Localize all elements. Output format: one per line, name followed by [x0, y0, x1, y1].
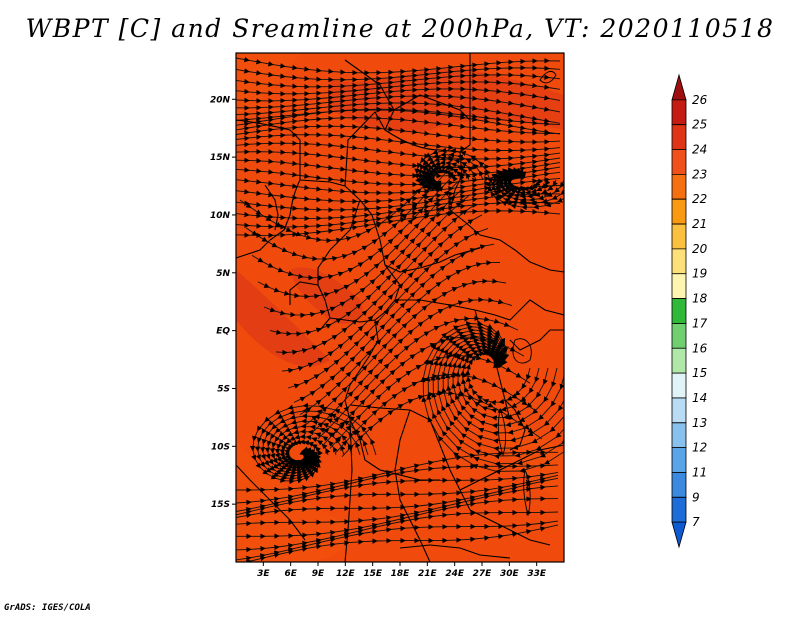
lon-tick-label: 6E [284, 569, 297, 579]
colorbar-label: 21 [692, 217, 707, 231]
colorbar-segment [671, 472, 687, 498]
map-title: WBPT [C] and Sreamline at 200hPa, VT: 20… [25, 14, 775, 43]
colorbar-label: 17 [692, 316, 708, 330]
colorbar-label: 16 [692, 341, 708, 355]
colorbar-segment [671, 447, 687, 473]
lon-tick-label: 24E [445, 569, 465, 579]
colorbar-segment [671, 124, 687, 150]
lat-tick-label: EQ [216, 327, 230, 337]
lat-tick-label: 10N [210, 211, 231, 221]
lon-tick-label: 21E [418, 569, 438, 579]
colorbar-segment [671, 198, 687, 225]
lat-tick-label: 10S [211, 442, 230, 452]
colorbar-segment [671, 223, 687, 250]
longitude-axis: 3E 6E 9E 12E 15E 18E 21E 24E 27E 30E 33E [257, 562, 547, 579]
colorbar-label: 24 [692, 143, 707, 157]
colorbar-label: 12 [692, 441, 707, 455]
streamline [244, 524, 559, 562]
colorbar: 26 25 24 23 22 21 20 19 18 17 16 15 14 13 12 11 9 7 [671, 73, 708, 549]
grads-credit: GrADS: IGES/COLA [4, 603, 91, 613]
temperature-field [236, 53, 564, 562]
latitude-axis: 20N 15N 10N 5N EQ 5S 10S 15S [210, 95, 236, 510]
colorbar-label: 9 [692, 490, 700, 504]
colorbar-segment [671, 422, 687, 449]
colorbar-label: 20 [692, 242, 708, 256]
colorbar-label: 13 [692, 416, 707, 430]
colorbar-label: 22 [692, 192, 707, 206]
lon-tick-label: 9E [312, 569, 325, 579]
colorbar-segment [671, 496, 687, 523]
lon-tick-label: 27E [473, 569, 493, 579]
colorbar-segment [671, 149, 687, 175]
lon-tick-label: 3E [257, 569, 270, 579]
lat-tick-label: 5S [217, 384, 230, 394]
colorbar-label: 25 [692, 118, 707, 132]
colorbar-segment [671, 298, 687, 324]
colorbar-segment [671, 273, 687, 299]
lat-tick-label: 5N [216, 269, 230, 279]
colorbar-label: 19 [692, 267, 707, 281]
colorbar-segment [671, 99, 687, 126]
colorbar-segment [671, 323, 687, 349]
colorbar-label: 26 [692, 93, 708, 107]
colorbar-label: 23 [692, 167, 707, 181]
colorbar-segment [671, 372, 687, 399]
lat-tick-label: 15S [211, 500, 230, 510]
lon-tick-label: 18E [391, 569, 411, 579]
colorbar-segment [671, 173, 687, 200]
colorbar-segment [671, 397, 687, 424]
lon-tick-label: 33E [527, 569, 547, 579]
colorbar-label: 11 [692, 465, 707, 479]
colorbar-label: 14 [692, 391, 707, 405]
colorbar-label: 15 [692, 366, 707, 380]
lon-tick-label: 15E [363, 569, 383, 579]
lat-tick-label: 20N [210, 95, 231, 105]
lon-tick-label: 30E [500, 569, 520, 579]
colorbar-segment [671, 248, 687, 275]
lon-tick-label: 12E [336, 569, 356, 579]
lat-tick-label: 15N [210, 153, 231, 163]
colorbar-segment [671, 521, 687, 549]
colorbar-segment [671, 347, 687, 374]
colorbar-label: 18 [692, 292, 708, 306]
colorbar-segment [671, 73, 687, 101]
colorbar-label: 7 [692, 515, 700, 529]
